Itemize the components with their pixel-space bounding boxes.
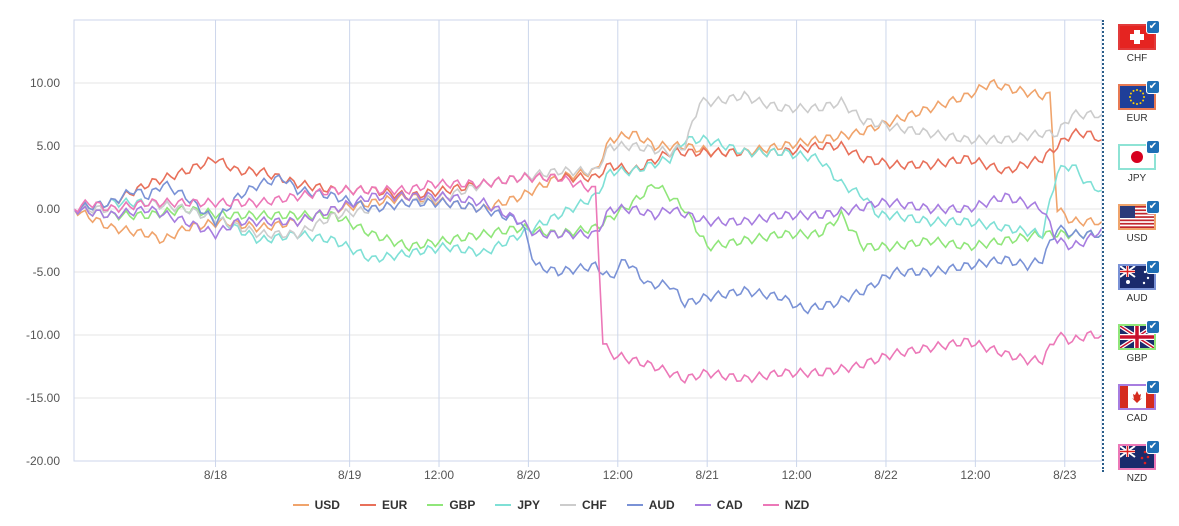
legend-item-cad[interactable]: CAD [694, 498, 743, 512]
legend-swatch [292, 504, 309, 506]
legend-item-aud[interactable]: AUD [626, 498, 675, 512]
series-line-cad[interactable] [73, 190, 1102, 251]
currency-label: GBP [1126, 353, 1148, 364]
checkbox-checked-icon[interactable]: ✔ [1146, 440, 1160, 454]
x-tick-label: 8/23 [1053, 468, 1077, 482]
currency-toggle-chf[interactable]: ✔ CHF [1115, 20, 1160, 64]
legend-swatch [694, 504, 711, 506]
legend-label: JPY [517, 498, 541, 512]
nzd-flag-icon: ✔ [1118, 440, 1160, 470]
series-line-usd[interactable] [73, 78, 1102, 245]
legend-swatch [762, 504, 779, 506]
gridlines [74, 20, 1102, 467]
legend-swatch [626, 504, 643, 506]
x-tick-label: 12:00 [603, 468, 633, 482]
cad-flag-icon: ✔ [1118, 380, 1160, 410]
series-line-aud[interactable] [73, 174, 1102, 315]
currency-toggle-jpy[interactable]: ✔ JPY [1115, 140, 1160, 184]
series-line-eur[interactable] [73, 127, 1102, 215]
series-line-gbp[interactable] [73, 183, 1102, 253]
currency-toggle-aud[interactable]: ✔ AUD [1115, 260, 1160, 304]
currency-label: NZD [1126, 473, 1148, 484]
plot-frame [73, 19, 1102, 462]
legend-item-eur[interactable]: EUR [359, 498, 408, 512]
legend-label: CHF [582, 498, 607, 512]
eur-flag-icon: ✔ [1118, 80, 1160, 110]
x-tick-label: 8/18 [204, 468, 228, 482]
x-tick-label: 12:00 [782, 468, 812, 482]
series-line-jpy[interactable] [73, 134, 1102, 264]
usd-flag-icon: ✔ [1118, 200, 1160, 230]
x-tick-label: 12:00 [960, 468, 990, 482]
checkbox-checked-icon[interactable]: ✔ [1146, 80, 1160, 94]
chart-legend: USD EUR GBP JPY CHF AUD CAD NZD [0, 498, 1102, 512]
x-axis-ticks: 8/18 8/19 12:00 8/20 12:00 8/21 12:00 8/22 12:00… [204, 468, 1077, 482]
currency-label: CAD [1126, 413, 1148, 424]
y-tick-label: -5.00 [33, 265, 61, 279]
x-tick-label: 8/22 [874, 468, 898, 482]
jpy-flag-icon: ✔ [1118, 140, 1160, 170]
gbp-flag-icon: ✔ [1118, 320, 1160, 350]
legend-item-jpy[interactable]: JPY [495, 498, 540, 512]
legend-label: NZD [784, 498, 810, 512]
legend-label: EUR [381, 498, 408, 512]
checkbox-checked-icon[interactable]: ✔ [1146, 20, 1160, 34]
y-tick-label: -20.00 [26, 454, 60, 468]
currency-toggle-eur[interactable]: ✔ EUR [1115, 80, 1160, 124]
legend-item-gbp[interactable]: GBP [427, 498, 475, 512]
legend-label: CAD [716, 498, 743, 512]
y-tick-label: 10.00 [30, 76, 60, 90]
legend-swatch [495, 504, 512, 506]
legend-swatch [427, 504, 444, 506]
currency-toggle-cad[interactable]: ✔ CAD [1115, 380, 1160, 424]
currency-label: EUR [1126, 113, 1148, 124]
chf-flag-icon: ✔ [1118, 20, 1160, 50]
currency-label: CHF [1126, 53, 1148, 64]
legend-swatch [359, 504, 376, 506]
y-axis-ticks: 10.00 5.00 0.00 -5.00 -10.00 -15.00 -20.00 [26, 76, 60, 468]
sidebar-divider [1102, 20, 1104, 472]
line-chart: 10.00 5.00 0.00 -5.00 -10.00 -15.00 -20.00 8/1… [26, 19, 1102, 482]
x-tick-label: 12:00 [424, 468, 454, 482]
x-tick-label: 8/21 [696, 468, 720, 482]
aud-flag-icon: ✔ [1118, 260, 1160, 290]
series-line-nzd[interactable] [73, 171, 1102, 384]
currency-toggle-nzd[interactable]: ✔ NZD [1115, 440, 1160, 484]
checkbox-checked-icon[interactable]: ✔ [1146, 380, 1160, 394]
checkbox-checked-icon[interactable]: ✔ [1146, 200, 1160, 214]
series-line-chf[interactable] [73, 90, 1102, 240]
currency-toggle-gbp[interactable]: ✔ GBP [1115, 320, 1160, 364]
currency-sidebar: ✔ CHF ✔ EUR ✔ JPY ✔ USD ✔ AUD ✔ GBP ✔ CAD ✔ NZD [1103, 20, 1177, 490]
x-tick-label: 8/19 [338, 468, 362, 482]
checkbox-checked-icon[interactable]: ✔ [1146, 260, 1160, 274]
legend-label: GBP [449, 498, 476, 512]
legend-item-usd[interactable]: USD [292, 498, 340, 512]
y-tick-label: 0.00 [37, 202, 61, 216]
currency-label: JPY [1127, 173, 1147, 184]
currency-label: AUD [1126, 293, 1148, 304]
x-tick-label: 8/20 [517, 468, 541, 482]
y-tick-label: -15.00 [26, 391, 60, 405]
series-lines [73, 78, 1102, 384]
checkbox-checked-icon[interactable]: ✔ [1146, 320, 1160, 334]
y-tick-label: 5.00 [37, 139, 61, 153]
legend-item-nzd[interactable]: NZD [762, 498, 810, 512]
legend-label: AUD [648, 498, 675, 512]
checkbox-checked-icon[interactable]: ✔ [1146, 140, 1160, 154]
legend-label: USD [314, 498, 340, 512]
currency-label: USD [1126, 233, 1148, 244]
legend-swatch [560, 504, 577, 506]
currency-toggle-usd[interactable]: ✔ USD [1115, 200, 1160, 244]
y-tick-label: -10.00 [26, 328, 60, 342]
legend-item-chf[interactable]: CHF [560, 498, 607, 512]
